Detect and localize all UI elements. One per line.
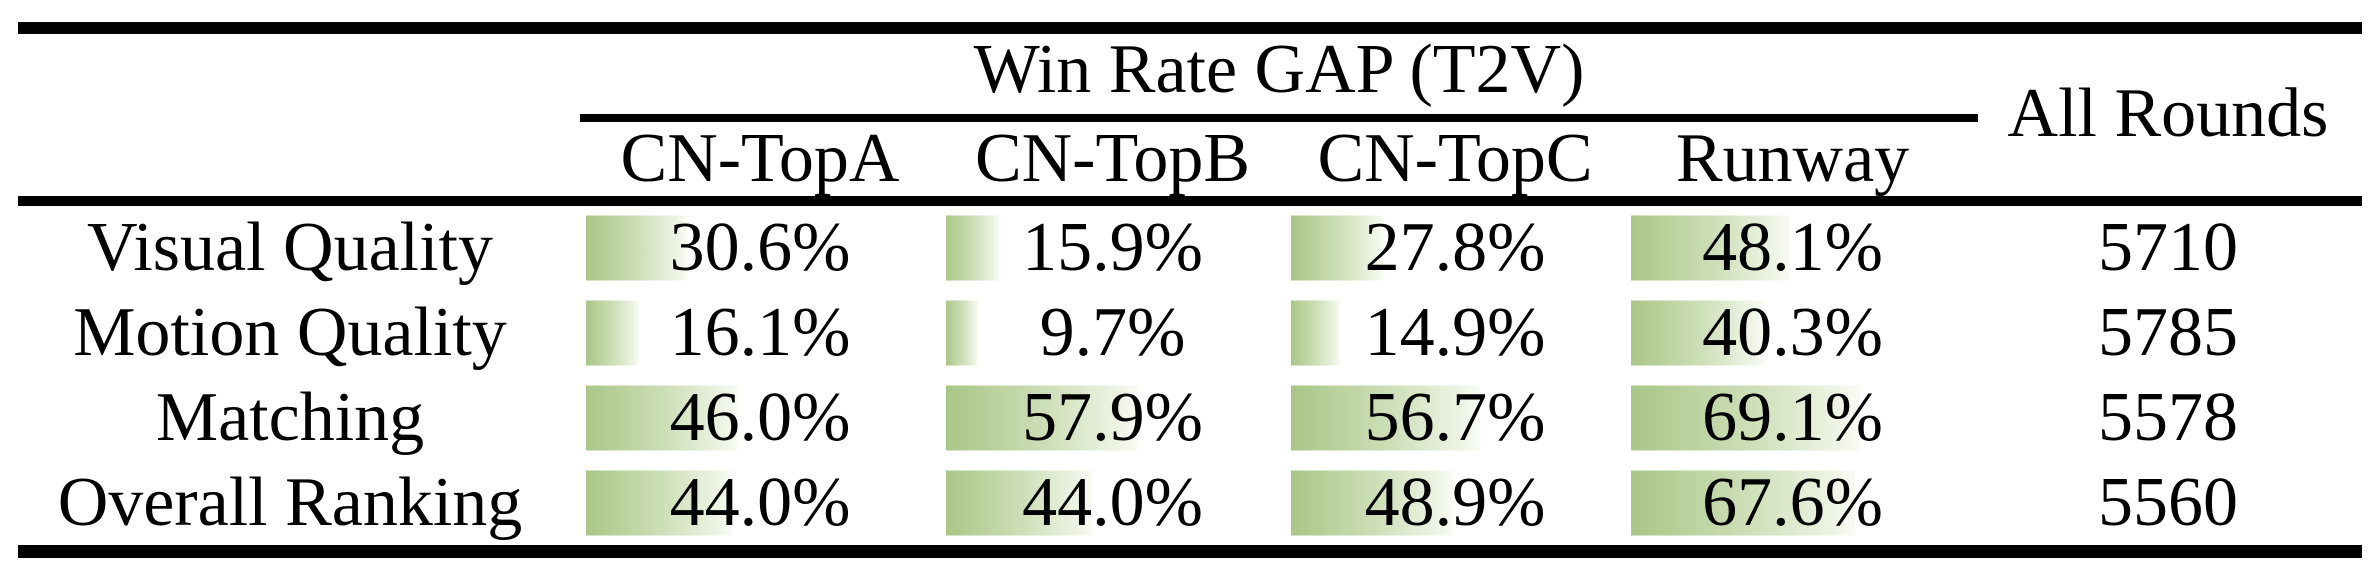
win-rate-value: 69.1% (1702, 378, 1883, 456)
bottom-rule (18, 545, 2362, 558)
win-rate-cell: 44.0% (580, 460, 940, 545)
win-rate-bar (586, 215, 688, 281)
win-rate-bar (586, 470, 732, 536)
win-rate-cell: 16.1% (580, 291, 940, 376)
win-rate-bar (1291, 215, 1383, 281)
column-header-cn-topc: CN-TopC (1317, 120, 1593, 197)
win-rate-value: 15.9% (1022, 209, 1203, 287)
win-rate-cell: 48.9% (1285, 460, 1625, 545)
win-rate-bar (1291, 385, 1479, 451)
row-label: Overall Ranking (57, 463, 523, 541)
table-row: Visual Quality 30.6% 15.9% 27.8% 48.1% 5… (0, 206, 2376, 291)
column-header-cn-topa: CN-TopA (620, 120, 900, 197)
row-label: Visual Quality (86, 209, 494, 287)
win-rate-bar (946, 215, 999, 281)
win-rate-value: 56.7% (1364, 378, 1546, 456)
table-row: Matching 46.0% 57.9% 56.7% 69.1% 5578 (0, 376, 2376, 461)
table-row: Motion Quality 16.1% 9.7% 14.9% 40.3% 57… (0, 291, 2376, 376)
win-rate-value: 48.9% (1364, 463, 1546, 541)
row-label: Matching (155, 378, 425, 456)
win-rate-cell: 14.9% (1285, 291, 1625, 376)
all-rounds-value: 5785 (2098, 294, 2238, 372)
win-rate-value: 30.6% (669, 209, 851, 287)
all-rounds-value: 5578 (2098, 378, 2238, 456)
column-header-all-rounds: All Rounds (2007, 75, 2329, 152)
group-header-underline (580, 114, 1978, 122)
win-rate-value: 46.0% (669, 378, 851, 456)
win-rate-value: 57.9% (1022, 378, 1203, 456)
win-rate-bar (1631, 300, 1765, 366)
win-rate-bar (946, 300, 979, 366)
win-rate-value: 9.7% (1039, 294, 1186, 372)
win-rate-bar (1291, 470, 1453, 536)
win-rate-value: 16.1% (669, 294, 851, 372)
win-rate-value: 27.8% (1364, 209, 1546, 287)
all-rounds-value: 5710 (2098, 209, 2238, 287)
win-rate-cell: 57.9% (940, 376, 1285, 461)
win-rate-cell: 44.0% (940, 460, 1285, 545)
table-body: Visual Quality 30.6% 15.9% 27.8% 48.1% 5… (0, 206, 2376, 545)
win-rate-bar (586, 300, 640, 366)
win-rate-bar (946, 385, 1138, 451)
win-rate-cell: 15.9% (940, 206, 1285, 291)
win-rate-value: 44.0% (1022, 463, 1203, 541)
group-header-win-rate-gap: Win Rate GAP (T2V) (973, 31, 1585, 108)
win-rate-cell: 9.7% (940, 291, 1285, 376)
win-rate-bar (946, 470, 1092, 536)
row-label: Motion Quality (73, 294, 507, 372)
win-rate-bar (1631, 470, 1855, 536)
win-rate-bar (586, 385, 739, 451)
column-header-cn-topb: CN-TopB (974, 120, 1251, 197)
table-row: Overall Ranking 44.0% 44.0% 48.9% 67.6% … (0, 460, 2376, 545)
win-rate-value: 14.9% (1364, 294, 1546, 372)
header-separator-rule (18, 196, 2362, 206)
win-rate-cell: 27.8% (1285, 206, 1625, 291)
win-rate-value: 48.1% (1702, 209, 1883, 287)
win-rate-cell: 69.1% (1625, 376, 1960, 461)
top-rule (18, 22, 2362, 34)
win-rate-value: 40.3% (1702, 294, 1883, 372)
win-rate-bar (1631, 215, 1791, 281)
win-rate-value: 44.0% (669, 463, 851, 541)
column-header-runway: Runway (1675, 120, 1910, 197)
win-rate-bar (1291, 300, 1341, 366)
win-rate-cell: 67.6% (1625, 460, 1960, 545)
win-rate-cell: 40.3% (1625, 291, 1960, 376)
win-rate-bar (1631, 385, 1860, 451)
win-rate-cell: 48.1% (1625, 206, 1960, 291)
win-rate-cell: 46.0% (580, 376, 940, 461)
win-rate-cell: 56.7% (1285, 376, 1625, 461)
all-rounds-value: 5560 (2098, 463, 2238, 541)
win-rate-cell: 30.6% (580, 206, 940, 291)
win-rate-value: 67.6% (1702, 463, 1883, 541)
